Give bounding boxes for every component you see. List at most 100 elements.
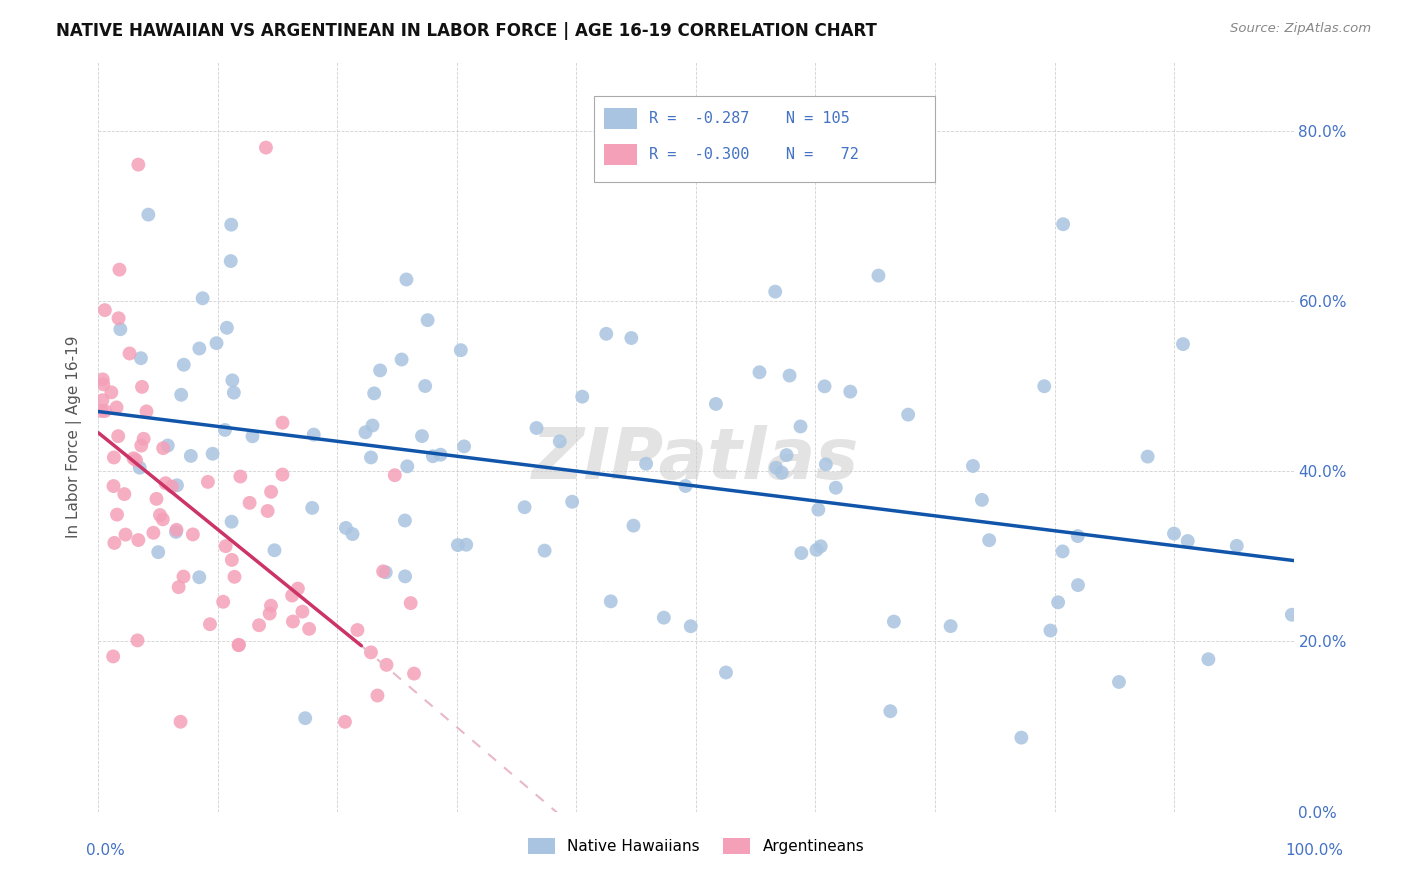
Point — [149, 508, 172, 522]
Point — [360, 450, 382, 465]
Point — [447, 538, 470, 552]
Point — [679, 619, 702, 633]
Point — [839, 384, 862, 399]
Point — [413, 379, 436, 393]
Point — [360, 645, 382, 659]
Point — [1136, 450, 1159, 464]
Point — [219, 218, 242, 232]
Text: R =  -0.287    N = 105: R = -0.287 N = 105 — [650, 112, 851, 126]
Legend: Native Hawaiians, Argentineans: Native Hawaiians, Argentineans — [522, 832, 870, 860]
Point — [169, 714, 191, 729]
Point — [346, 623, 368, 637]
Point — [118, 346, 141, 360]
Point — [100, 385, 122, 400]
Point — [883, 615, 905, 629]
Point — [394, 569, 416, 583]
Point — [1052, 544, 1074, 558]
Point — [181, 527, 204, 541]
Point — [623, 518, 645, 533]
Point — [105, 401, 128, 415]
Point — [1010, 731, 1032, 745]
Point — [298, 622, 321, 636]
Point — [422, 449, 444, 463]
Point — [1281, 607, 1303, 622]
Point — [879, 704, 901, 718]
Point — [132, 432, 155, 446]
Point — [526, 421, 548, 435]
Point — [704, 397, 727, 411]
Point — [127, 158, 149, 172]
Point — [129, 351, 152, 366]
Point — [342, 527, 364, 541]
Point — [790, 546, 813, 560]
Point — [212, 595, 235, 609]
Point — [970, 492, 993, 507]
Point — [363, 386, 385, 401]
Point — [368, 363, 391, 377]
Point — [228, 638, 250, 652]
Point — [155, 476, 177, 491]
Point — [1067, 529, 1090, 543]
Point — [271, 416, 294, 430]
Bar — [605, 108, 637, 129]
Point — [561, 494, 583, 508]
Point — [620, 331, 643, 345]
Point — [112, 487, 135, 501]
Point — [287, 582, 309, 596]
Text: 100.0%: 100.0% — [1285, 843, 1344, 858]
Point — [416, 313, 439, 327]
Point — [806, 542, 828, 557]
Point — [254, 140, 277, 154]
Point — [775, 448, 797, 462]
Bar — [605, 145, 637, 165]
Point — [366, 689, 388, 703]
Point — [91, 377, 114, 392]
Point — [333, 714, 356, 729]
Point — [188, 570, 211, 584]
Point — [814, 458, 837, 472]
Point — [281, 615, 304, 629]
Point — [107, 429, 129, 443]
Point — [214, 539, 236, 553]
Text: R =  -0.300    N =   72: R = -0.300 N = 72 — [650, 147, 859, 162]
Point — [260, 484, 283, 499]
Point — [127, 633, 149, 648]
Point — [271, 467, 294, 482]
Text: ZIPatlas: ZIPatlas — [533, 425, 859, 494]
Point — [165, 524, 187, 539]
Point — [259, 607, 281, 621]
Point — [807, 502, 830, 516]
Point — [1171, 337, 1194, 351]
Point — [201, 447, 224, 461]
Point — [291, 605, 314, 619]
Point — [868, 268, 890, 283]
Point — [173, 569, 195, 583]
Point — [198, 617, 221, 632]
Point — [103, 479, 125, 493]
Point — [394, 514, 416, 528]
Point — [110, 322, 132, 336]
Point — [90, 404, 112, 418]
Point — [180, 449, 202, 463]
Text: 0.0%: 0.0% — [86, 843, 125, 858]
Point — [152, 441, 174, 455]
Point — [571, 390, 593, 404]
Point — [94, 303, 117, 318]
Point — [396, 459, 419, 474]
Point — [1197, 652, 1219, 666]
Point — [229, 469, 252, 483]
Point — [142, 525, 165, 540]
Point — [242, 429, 264, 443]
Point — [1108, 675, 1130, 690]
Point — [533, 543, 555, 558]
Point — [939, 619, 962, 633]
Point — [135, 404, 157, 418]
Point — [91, 372, 114, 386]
Point — [127, 533, 149, 547]
Point — [384, 468, 406, 483]
Point — [391, 352, 413, 367]
Point — [107, 311, 129, 326]
Point — [125, 453, 148, 467]
Point — [411, 429, 433, 443]
Point — [197, 475, 219, 489]
